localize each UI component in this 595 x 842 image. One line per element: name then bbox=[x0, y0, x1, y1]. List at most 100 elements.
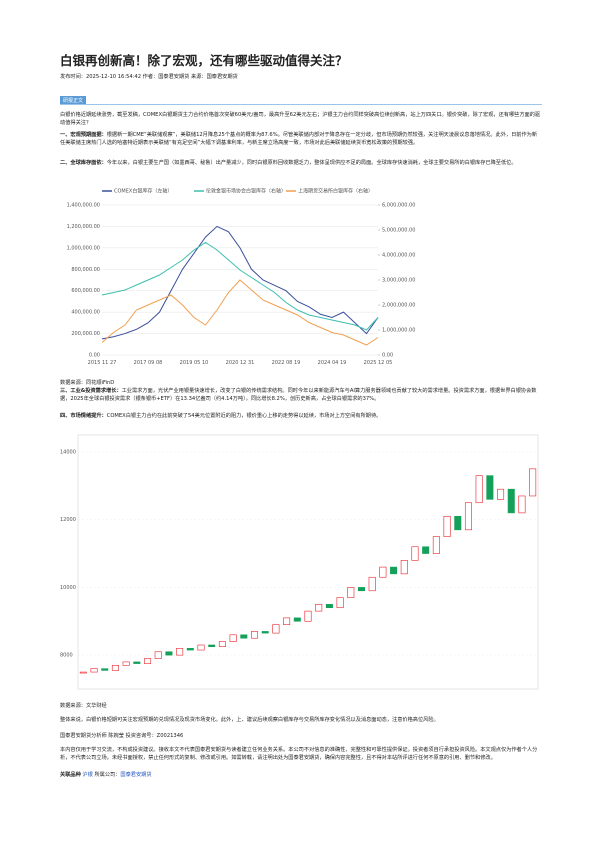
paragraph: 一、宏观预期面据：根据新一期CME“美联储观察”，美联储12月降息25个基点的概… bbox=[60, 131, 542, 147]
candle bbox=[454, 515, 462, 531]
meta: 发布时间：2025-12-10 16:54:42 作者：国泰君安期货 来源：国泰… bbox=[60, 74, 238, 80]
x-tick-label: 2019 05 10 bbox=[180, 360, 209, 366]
y-tick-label: 200,000.00 bbox=[71, 331, 100, 337]
series-line bbox=[101, 225, 379, 340]
x-tick-label: 2025 12 05 bbox=[364, 360, 393, 366]
candle bbox=[218, 641, 226, 647]
y2-tick-label: 0.00 bbox=[382, 353, 393, 359]
candle bbox=[336, 597, 344, 609]
y-tick-label: 400,000.00 bbox=[71, 310, 100, 316]
text: 工业需求方面，光伏产业用银量快速增长，改变了白银的传统需求结构。同时今年以来新能… bbox=[60, 388, 537, 402]
y-tick-label: 14000 bbox=[60, 449, 76, 455]
candle bbox=[272, 624, 280, 634]
tag: 研报正文 bbox=[60, 96, 87, 105]
company-label: 所属公司： bbox=[94, 772, 121, 778]
y2-tick-label: 6,000,000.00 bbox=[382, 203, 415, 209]
y-tick-label: 1,000,000.00 bbox=[67, 245, 100, 251]
plot-frame bbox=[77, 434, 539, 690]
y2-tick-label: 1,000,000.00 bbox=[382, 328, 415, 334]
candle bbox=[208, 644, 216, 647]
candle bbox=[197, 644, 205, 651]
caption: 数据来源：文华财经 bbox=[60, 703, 107, 709]
y-tick-label: 0.00 bbox=[89, 353, 100, 359]
candle bbox=[357, 587, 365, 592]
y2-tick-label: 4,000,000.00 bbox=[382, 253, 415, 259]
y2-tick-label: 2,000,000.00 bbox=[382, 303, 415, 309]
product-link[interactable]: 沪银 bbox=[82, 772, 93, 778]
x-tick-label: 2024 04 19 bbox=[318, 360, 347, 366]
x-tick-label: 2015 11 27 bbox=[88, 360, 117, 366]
paragraph: 二、全球库存面依：今年以来，白银主要生产国（如墨西哥、秘鲁）出产量减少，同时白银… bbox=[60, 159, 542, 167]
legend-label: 伦敦金银市场协会白银库存（右轴） bbox=[206, 188, 286, 195]
candle bbox=[154, 651, 162, 659]
candle bbox=[144, 658, 152, 664]
y2-tick-label: 5,000,000.00 bbox=[382, 228, 415, 234]
series-line bbox=[101, 241, 379, 331]
y-tick-label: 12000 bbox=[60, 517, 76, 523]
candle bbox=[122, 661, 130, 666]
candle bbox=[101, 668, 109, 671]
price-chart: 8000 10000 12000 14000 bbox=[58, 423, 544, 695]
company-link[interactable]: 国泰君安期货 bbox=[120, 772, 152, 778]
paragraph: 整体来说，白银价格短期可关注宏观预期的兑现情况及现货市场变化。此外，上、建议后续… bbox=[60, 717, 439, 723]
y-tick-label: 600,000.00 bbox=[71, 288, 100, 294]
heading: 一、宏观预期面据： bbox=[60, 132, 107, 138]
candle bbox=[176, 648, 184, 656]
series-line bbox=[101, 279, 379, 346]
text: 今年以来，白银主要生产国（如墨西哥、秘鲁）出产量减少，同时白银原料回收数据乏力，… bbox=[106, 160, 517, 166]
caption: 数据来源：同花顺iFinD bbox=[60, 380, 115, 386]
candle bbox=[111, 664, 119, 671]
analyst: 国泰君安期货分析师 陈婉莹 投资咨询号：Z0021346 bbox=[60, 733, 184, 739]
candle bbox=[240, 634, 248, 639]
y-tick-label: 1,200,000.00 bbox=[67, 224, 100, 230]
y-tick-label: 800,000.00 bbox=[71, 267, 100, 273]
candle bbox=[90, 668, 98, 673]
heading: 四、市场情绪提升： bbox=[60, 413, 107, 419]
candle bbox=[390, 566, 398, 575]
text: COMEX白银主力合约在此前突破了54美元位置附近的阻力，银价重心上移的走势得以… bbox=[106, 413, 382, 419]
candle bbox=[422, 546, 430, 554]
candle bbox=[325, 604, 333, 609]
candle bbox=[507, 488, 515, 514]
rule bbox=[60, 104, 542, 105]
candle bbox=[379, 566, 387, 578]
candle bbox=[79, 671, 87, 674]
legend-label: 上海期货交易所白银库存（右轴） bbox=[298, 188, 373, 195]
candle bbox=[304, 610, 312, 622]
x-tick-label: 2017 09 08 bbox=[134, 360, 163, 366]
candle bbox=[261, 631, 269, 634]
text: 根据新一期CME“美联储观察”，美联储12月降息25个基点的概率为87.6%。尽… bbox=[60, 132, 538, 146]
candle bbox=[229, 634, 237, 642]
candle bbox=[133, 661, 141, 664]
paragraph: 三、工业&投资需求增长：工业需求方面，光伏产业用银量快速增长，改变了白银的传统需… bbox=[60, 387, 542, 403]
candle bbox=[497, 488, 505, 500]
paragraph: 白银价格近期延续涨势，截至发稿，COMEX白银期货主力合约价格首次突破60美元/… bbox=[60, 112, 541, 126]
heading: 三、工业&投资需求增长： bbox=[60, 388, 122, 394]
candle bbox=[400, 560, 408, 575]
candle bbox=[411, 546, 419, 561]
footer-label: 关联品种 bbox=[60, 772, 81, 778]
candle bbox=[283, 617, 291, 625]
x-tick-label: 2022 08 19 bbox=[272, 360, 301, 366]
disclaimer: 本内容仅用于学习交流，不构成投资建议。接收本文不代表国泰君安期货与读者建立任何业… bbox=[60, 747, 538, 761]
candle bbox=[251, 631, 259, 639]
candle bbox=[518, 495, 526, 514]
stock-chart: 0.00 200,000.00 400,000.00 600,000.00 800,00… bbox=[67, 188, 416, 367]
candle bbox=[464, 502, 472, 531]
y-tick-label: 1,400,000.00 bbox=[67, 203, 100, 209]
y-tick-label: 10000 bbox=[60, 585, 76, 591]
candle bbox=[529, 468, 537, 497]
candle bbox=[368, 576, 376, 592]
footer: 关联品种 沪银 所属公司：国泰君安期货 bbox=[60, 771, 542, 779]
candle bbox=[475, 475, 483, 504]
candle bbox=[432, 536, 440, 554]
candle bbox=[293, 617, 301, 622]
y-tick-label: 8000 bbox=[60, 653, 73, 659]
candle bbox=[443, 515, 451, 537]
y2-tick-label: 3,000,000.00 bbox=[382, 278, 415, 284]
candle bbox=[165, 651, 173, 656]
candle bbox=[315, 604, 323, 612]
candle bbox=[186, 648, 194, 651]
candle bbox=[486, 475, 494, 500]
